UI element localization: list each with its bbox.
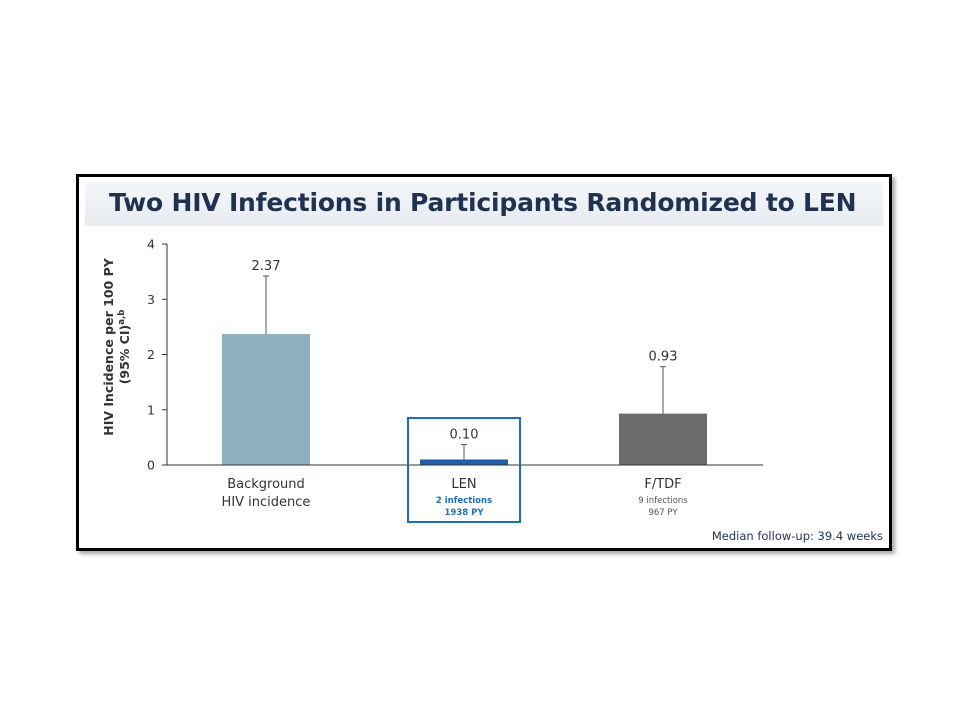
bar-1 (222, 334, 310, 465)
category-py-3: 967 PY (648, 508, 678, 518)
category-label-3: F/TDF (644, 477, 681, 492)
bar-chart: 0 1 2 3 4 HIV Incidence per 100 PY(95% CI)a,… (101, 237, 763, 523)
y-axis-title-line1: HIV Incidence per 100 PY (101, 257, 116, 435)
category-label-2: LEN (451, 477, 476, 492)
bar-3 (619, 413, 707, 465)
value-label-3: 0.93 (649, 350, 678, 365)
category-label-1-line2: HIV incidence (222, 495, 311, 510)
bars (222, 334, 707, 465)
value-label-1: 2.37 (252, 259, 281, 274)
follow-up-footnote: Median follow-up: 39.4 weeks (711, 529, 883, 543)
y-tick-label: 1 (147, 402, 155, 417)
category-infections-2: 2 infections (436, 496, 492, 506)
y-tick-label: 0 (147, 458, 155, 473)
y-tick-label: 3 (147, 292, 155, 307)
labels: HIV Incidence per 100 PY(95% CI)a,b 2.37 B… (101, 257, 688, 523)
category-infections-3: 9 infections (638, 496, 688, 506)
title-band: Two HIV Infections in Participants Rando… (85, 182, 883, 226)
y-axis-title-line2: (95% CI) (117, 325, 132, 385)
slide-title: Two HIV Infections in Participants Rando… (109, 188, 857, 217)
category-label-1: Background (227, 477, 305, 492)
slide-frame: Two HIV Infections in Participants Rando… (76, 174, 892, 551)
category-py-2: 1938 PY (444, 508, 484, 518)
highlight-box (407, 417, 521, 523)
axes: 0 1 2 3 4 (147, 237, 763, 473)
y-tick-label: 2 (147, 347, 155, 362)
y-tick-label: 4 (147, 237, 155, 252)
y-axis-title-superscript: a,b (117, 310, 127, 325)
value-label-2: 0.10 (450, 428, 479, 443)
y-axis-title: HIV Incidence per 100 PY(95% CI)a,b (101, 257, 132, 435)
bar-2 (420, 459, 508, 465)
